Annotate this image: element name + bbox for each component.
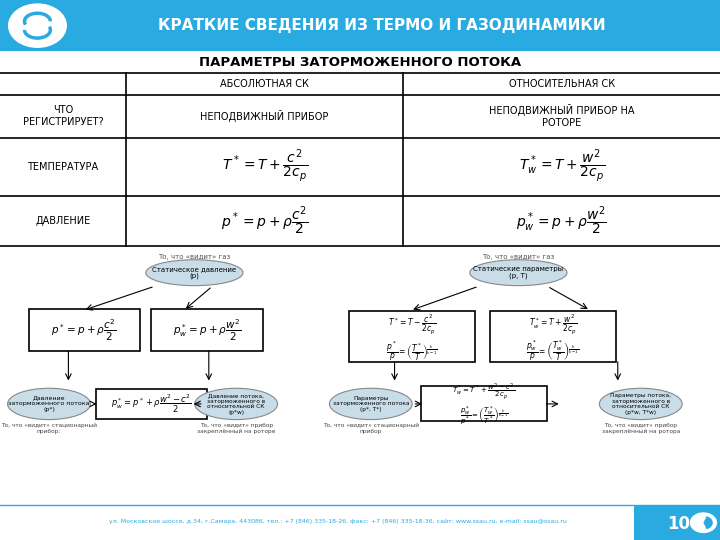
FancyBboxPatch shape	[421, 386, 547, 421]
Ellipse shape	[469, 260, 567, 286]
FancyBboxPatch shape	[349, 310, 475, 362]
Text: ОТНОСИТЕЛЬНАЯ СК: ОТНОСИТЕЛЬНАЯ СК	[508, 79, 615, 89]
FancyBboxPatch shape	[0, 0, 720, 51]
Wedge shape	[703, 516, 713, 529]
Ellipse shape	[145, 260, 243, 286]
Text: ТЕМПЕРАТУРА: ТЕМПЕРАТУРА	[27, 162, 99, 172]
Text: То, что «видит» газ: То, что «видит» газ	[482, 253, 554, 260]
Text: НЕПОДВИЖНЫЙ ПРИБОР: НЕПОДВИЖНЫЙ ПРИБОР	[200, 110, 329, 122]
Text: $p^*_w = p + \rho\dfrac{w^2}{2}$: $p^*_w = p + \rho\dfrac{w^2}{2}$	[173, 318, 242, 343]
FancyBboxPatch shape	[490, 310, 616, 362]
Text: $p^* = p + \rho\dfrac{c^2}{2}$: $p^* = p + \rho\dfrac{c^2}{2}$	[221, 204, 308, 238]
FancyBboxPatch shape	[634, 505, 720, 540]
Text: НЕПОДВИЖНЫЙ ПРИБОР НА
РОТОРЕ: НЕПОДВИЖНЫЙ ПРИБОР НА РОТОРЕ	[489, 104, 634, 128]
Ellipse shape	[194, 388, 278, 420]
Text: $T^* = T + \dfrac{c^2}{2c_p}$: $T^* = T + \dfrac{c^2}{2c_p}$	[222, 148, 307, 185]
Text: АБСОЛЮТНАЯ СК: АБСОЛЮТНАЯ СК	[220, 79, 309, 89]
Text: ПАРАМЕТРЫ ЗАТОРМОЖЕННОГО ПОТОКА: ПАРАМЕТРЫ ЗАТОРМОЖЕННОГО ПОТОКА	[199, 56, 521, 69]
Text: Давление потока,
заторможенного в
относительной СК
(р*w): Давление потока, заторможенного в относи…	[207, 393, 265, 415]
Text: КРАТКИЕ СВЕДЕНИЯ ИЗ ТЕРМО И ГАЗОДИНАМИКИ: КРАТКИЕ СВЕДЕНИЯ ИЗ ТЕРМО И ГАЗОДИНАМИКИ	[158, 18, 606, 33]
Ellipse shape	[599, 388, 682, 420]
Text: Параметры потока,
заторможенного в
относительной СК
(р*w, T*w): Параметры потока, заторможенного в относ…	[611, 393, 671, 415]
Circle shape	[9, 4, 66, 47]
Text: $p^*_w = p + \rho\dfrac{w^2}{2}$: $p^*_w = p + \rho\dfrac{w^2}{2}$	[516, 204, 607, 238]
Text: 10: 10	[667, 515, 690, 533]
FancyBboxPatch shape	[29, 309, 140, 351]
Text: ул. Московское шоссе, д.34, г.Самара, 443086, тел.: +7 (846) 335-18-26, факс: +7: ул. Московское шоссе, д.34, г.Самара, 44…	[109, 518, 567, 524]
Text: Параметры
заторможенного потока
(р*, T*): Параметры заторможенного потока (р*, T*)	[333, 396, 409, 412]
Text: $p^*_w = p^* + \rho\dfrac{w^2-c^2}{2}$: $p^*_w = p^* + \rho\dfrac{w^2-c^2}{2}$	[111, 393, 192, 415]
Text: То, что «видит» стационарный
прибор:: То, что «видит» стационарный прибор:	[1, 423, 97, 434]
Ellipse shape	[330, 388, 412, 420]
Text: ЧТО
РЕГИСТРИРУЕТ?: ЧТО РЕГИСТРИРУЕТ?	[23, 105, 103, 127]
Circle shape	[690, 513, 716, 532]
FancyBboxPatch shape	[96, 389, 207, 418]
Text: То, что «видит» прибор
закреплённый на роторе: То, что «видит» прибор закреплённый на р…	[197, 423, 276, 434]
Text: $T^*_w = T + \dfrac{w^2}{2c_p}$
$\dfrac{p^*_w}{p} = \left(\dfrac{T^*_w}{T}\right: $T^*_w = T + \dfrac{w^2}{2c_p}$ $\dfrac{…	[526, 312, 580, 363]
Text: Давление
заторможенного потока
(р*): Давление заторможенного потока (р*)	[8, 396, 90, 412]
Text: $p^* = p + \rho\dfrac{c^2}{2}$: $p^* = p + \rho\dfrac{c^2}{2}$	[51, 318, 117, 343]
Text: $T^*_w = T + \dfrac{w^2}{2c_p}$: $T^*_w = T + \dfrac{w^2}{2c_p}$	[518, 148, 605, 185]
Text: То, что «видит» прибор
закреплённый на ротора: То, что «видит» прибор закреплённый на р…	[602, 423, 680, 434]
Text: ДАВЛЕНИЕ: ДАВЛЕНИЕ	[35, 216, 91, 226]
FancyBboxPatch shape	[151, 309, 263, 351]
Ellipse shape	[8, 388, 91, 420]
Text: Статические параметры
(р, T): Статические параметры (р, T)	[473, 266, 564, 280]
Text: То, что «видит» стационарный
прибор: То, что «видит» стационарный прибор	[323, 423, 419, 434]
Text: То, что «видит» газ: То, что «видит» газ	[158, 253, 230, 260]
Text: Статическое давление
(р): Статическое давление (р)	[153, 266, 236, 280]
Text: $T^* = T - \dfrac{c^2}{2c_p}$
$\dfrac{p^*}{p} = \left(\dfrac{T^*}{T}\right)^{\!\: $T^* = T - \dfrac{c^2}{2c_p}$ $\dfrac{p^…	[386, 312, 438, 363]
Text: $T^*_w = T^* + \dfrac{w^2-c^2}{2c_p}$
$\dfrac{p^*_w}{p^*} = \left(\dfrac{T^*_w}{: $T^*_w = T^* + \dfrac{w^2-c^2}{2c_p}$ $\…	[452, 381, 516, 427]
